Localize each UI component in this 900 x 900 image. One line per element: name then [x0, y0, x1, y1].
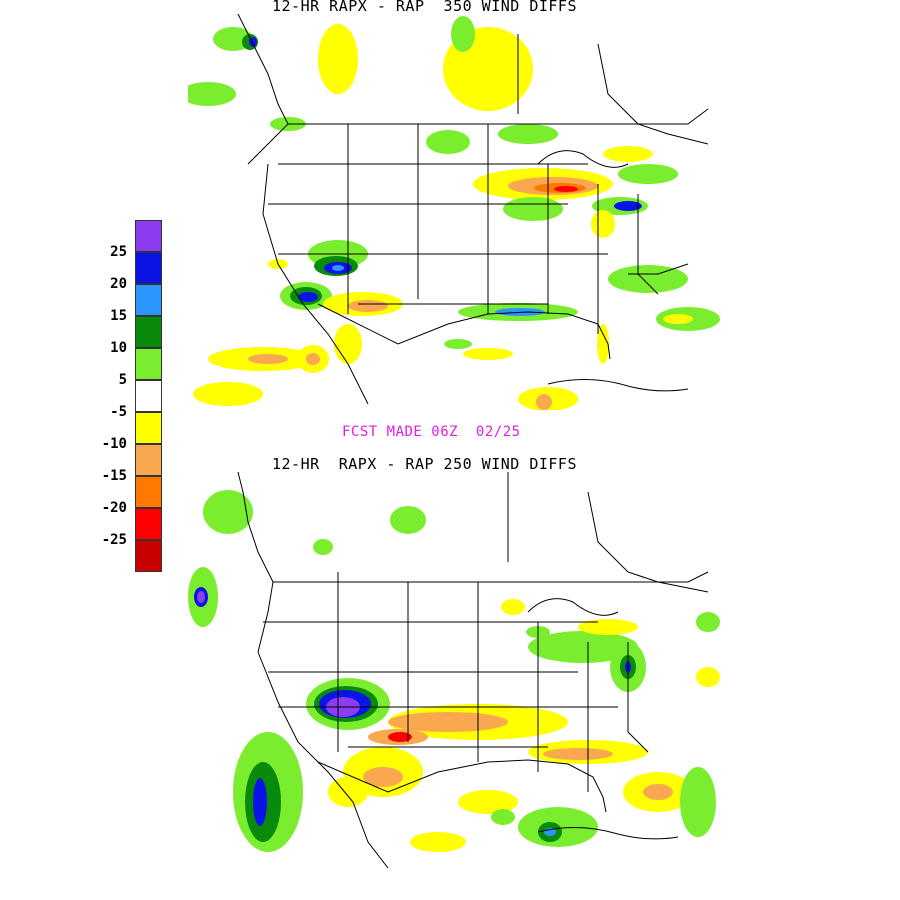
legend-swatch [135, 540, 162, 572]
boundary-lines [237, 14, 709, 405]
color-scale-legend [135, 220, 162, 572]
legend-tick-label: 20 [110, 276, 127, 292]
legend-swatch [135, 348, 162, 380]
legend-tick-label: -5 [110, 404, 127, 420]
legend-swatch [135, 444, 162, 476]
contour-fills [188, 490, 720, 852]
legend-swatch [135, 252, 162, 284]
legend-swatch [135, 316, 162, 348]
legend-tick-label: -15 [101, 468, 127, 484]
bottom-wind-diff-map [188, 472, 722, 868]
legend-swatch [135, 412, 162, 444]
legend-tick-label: 10 [110, 340, 127, 356]
legend-tick-label: 5 [118, 372, 127, 388]
legend-tick-label: 25 [110, 244, 127, 260]
legend-swatch [135, 476, 162, 508]
legend-swatch [135, 284, 162, 316]
legend-tick-label: 15 [110, 308, 127, 324]
legend-swatch [135, 220, 162, 252]
contour-fills [188, 16, 720, 410]
top-wind-diff-map [188, 14, 722, 410]
legend-tick-label: -10 [101, 436, 127, 452]
forecast-time-label: FCST MADE 06Z 02/25 [342, 424, 521, 440]
legend-tick-label: -25 [101, 532, 127, 548]
legend-tick-label: -20 [101, 500, 127, 516]
legend-swatch [135, 508, 162, 540]
boundary-lines [237, 472, 709, 868]
top-map-title: 12-HR RAPX - RAP 350 WIND DIFFS [272, 0, 577, 15]
legend-swatch [135, 380, 162, 412]
bottom-map-title: 12-HR RAPX - RAP 250 WIND DIFFS [272, 455, 577, 473]
